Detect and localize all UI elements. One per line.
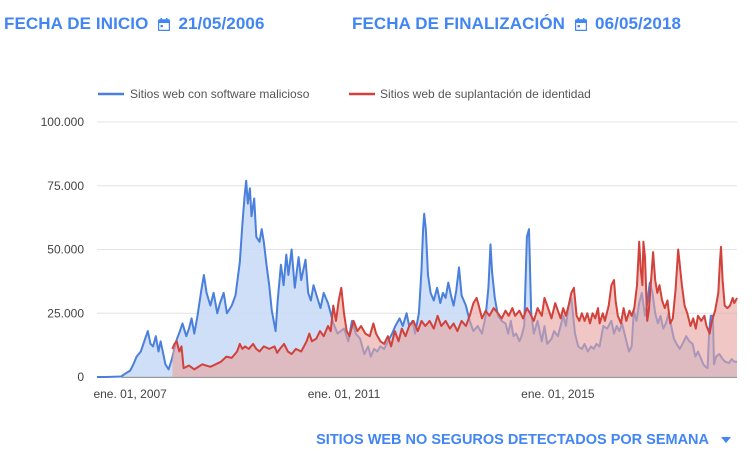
legend-label-phishing: Sitios web de suplantación de identidad xyxy=(380,87,591,101)
phishing-line xyxy=(171,240,738,371)
caret-down-icon[interactable] xyxy=(721,437,731,443)
phishing-area xyxy=(172,241,737,377)
start-date-label: FECHA DE INICIO xyxy=(4,14,149,33)
x-tick-label: ene. 01, 2007 xyxy=(93,387,167,401)
malware-area xyxy=(97,180,737,377)
x-tick-label: ene. 01, 2015 xyxy=(521,387,595,401)
unsafe-sites-chart: Sitios web con software malicioso Sitios… xyxy=(41,87,738,401)
calendar-icon[interactable] xyxy=(575,17,588,31)
start-date-field[interactable]: FECHA DE INICIO 21/05/2006 xyxy=(4,14,265,34)
calendar-icon[interactable] xyxy=(158,17,171,31)
end-date-label: FECHA DE FINALIZACIÓN xyxy=(352,14,566,33)
chart-legend: Sitios web con software malicioso Sitios… xyxy=(98,87,591,101)
y-tick-label: 50.000 xyxy=(47,243,84,257)
end-date-value[interactable]: 06/05/2018 xyxy=(595,14,682,33)
metric-dropdown-label: SITIOS WEB NO SEGUROS DETECTADOS POR SEM… xyxy=(316,432,709,448)
end-date-field[interactable]: FECHA DE FINALIZACIÓN 06/05/2018 xyxy=(352,14,681,34)
start-date-value[interactable]: 21/05/2006 xyxy=(178,14,265,33)
y-tick-label: 75.000 xyxy=(47,179,84,193)
metric-dropdown[interactable]: SITIOS WEB NO SEGUROS DETECTADOS POR SEM… xyxy=(316,432,731,448)
y-axis: 0 25.000 50.000 75.000 100.000 xyxy=(41,115,85,384)
legend-label-malware: Sitios web con software malicioso xyxy=(130,87,310,101)
x-axis: ene. 01, 2007 ene. 01, 2011 ene. 01, 2015 xyxy=(93,387,594,401)
y-tick-label: 0 xyxy=(77,370,84,384)
y-tick-label: 25.000 xyxy=(47,306,84,320)
plot-area xyxy=(97,179,738,378)
y-tick-label: 100.000 xyxy=(41,115,85,129)
x-tick-label: ene. 01, 2011 xyxy=(308,387,381,401)
